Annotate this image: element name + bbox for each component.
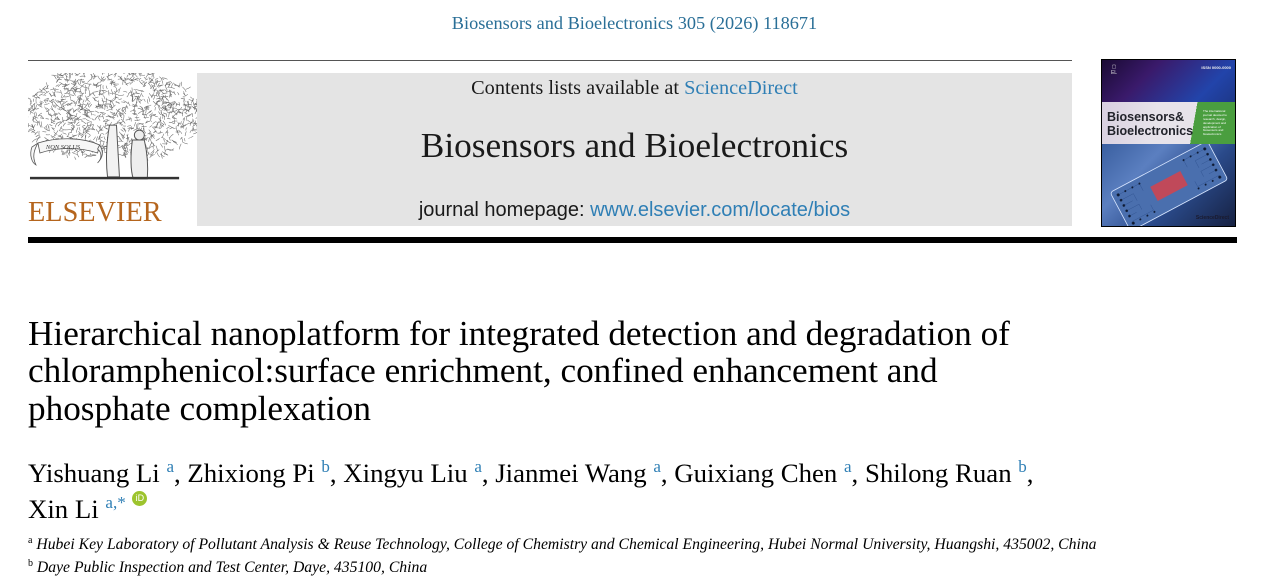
svg-text:NON SOLUS: NON SOLUS (45, 144, 81, 151)
